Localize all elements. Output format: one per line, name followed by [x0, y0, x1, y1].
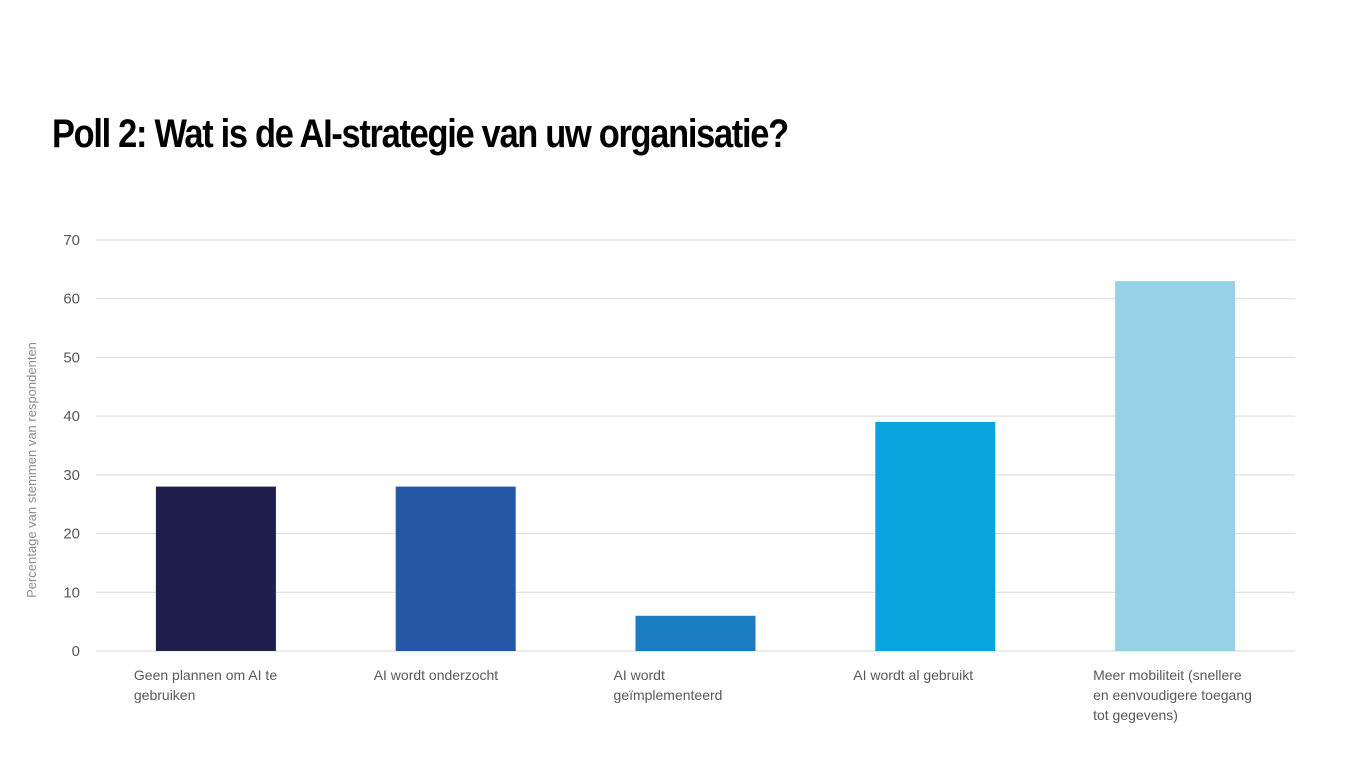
y-tick-label: 50 — [63, 349, 80, 366]
y-tick-label: 20 — [63, 526, 80, 543]
x-category-label-line: geïmplementeerd — [614, 687, 723, 703]
x-category-label: Geen plannen om AI te gebruiken — [134, 667, 277, 703]
x-axis-labels: Geen plannen om AI te gebruiken AI wordt o… — [134, 667, 1252, 723]
y-tick-label: 40 — [63, 408, 80, 425]
bar — [875, 422, 996, 651]
y-axis-ticks: 0 10 20 30 40 50 60 70 — [63, 232, 80, 660]
x-category-label-line: AI wordt onderzocht — [374, 667, 499, 683]
x-category-label: AI wordt geïmplementeerd — [614, 667, 723, 703]
x-category-label-line: AI wordt al gebruikt — [853, 667, 973, 683]
bar — [1115, 281, 1236, 651]
x-category-label-line: gebruiken — [134, 687, 196, 703]
bar — [155, 486, 276, 651]
bar — [395, 486, 516, 651]
x-category-label: AI wordt onderzocht — [374, 667, 499, 683]
y-tick-label: 10 — [63, 584, 80, 601]
bar — [635, 615, 756, 651]
bars — [155, 281, 1236, 651]
gridlines — [96, 239, 1295, 652]
y-tick-label: 70 — [63, 232, 80, 249]
y-axis-title: Percentage van stemmen van respondenten — [24, 342, 39, 598]
page-title: Poll 2: Wat is de AI-strategie van uw or… — [52, 112, 789, 156]
x-category-label-line: AI wordt — [614, 667, 665, 683]
x-category-label-line: en eenvoudigere toegang — [1093, 687, 1252, 703]
x-category-label-line: Geen plannen om AI te — [134, 667, 277, 683]
x-category-label: AI wordt al gebruikt — [853, 667, 973, 683]
x-category-label-line: Meer mobiliteit (snellere — [1093, 667, 1242, 683]
x-category-label-line: tot gegevens) — [1093, 707, 1178, 723]
y-tick-label: 60 — [63, 291, 80, 308]
y-tick-label: 30 — [63, 467, 80, 484]
y-tick-label: 0 — [72, 643, 80, 660]
x-category-label: Meer mobiliteit (snellere en eenvoudigere… — [1093, 667, 1252, 723]
